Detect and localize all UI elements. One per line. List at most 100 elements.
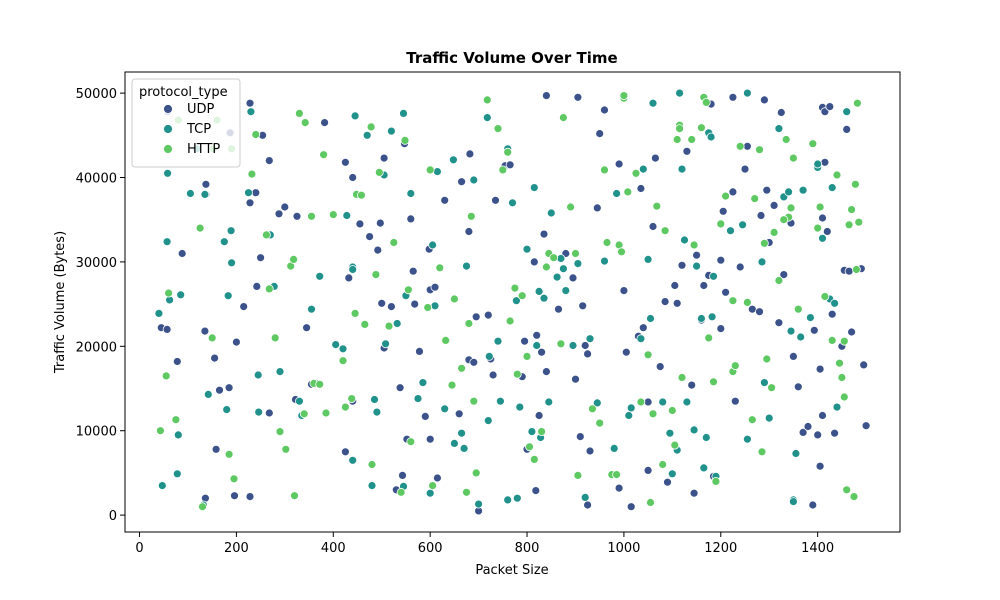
data-point-udp [592, 203, 602, 213]
data-point-udp [491, 195, 500, 205]
data-point-udp [776, 108, 786, 117]
data-point-udp [420, 411, 430, 421]
data-point-udp [809, 325, 819, 335]
data-point-http [261, 230, 271, 240]
data-point-udp [648, 222, 658, 231]
data-point-http [522, 351, 532, 361]
data-point-tcp [367, 481, 377, 491]
data-point-udp [215, 385, 224, 395]
data-point-http [709, 377, 718, 387]
data-point-udp [756, 211, 766, 220]
data-point-udp [818, 411, 827, 420]
data-point-udp [822, 227, 832, 236]
data-point-udp [177, 249, 187, 258]
data-point-http [505, 316, 515, 326]
data-point-http [350, 308, 360, 318]
data-point-http [643, 350, 653, 360]
data-point-http [721, 191, 730, 201]
data-point-tcp [449, 438, 459, 448]
data-point-udp [386, 302, 396, 312]
data-point-udp [454, 409, 464, 419]
data-point-tcp [459, 443, 469, 453]
data-point-udp [830, 428, 839, 438]
data-point-http [852, 265, 861, 274]
data-point-http [462, 487, 471, 497]
data-point-udp [340, 157, 350, 167]
data-point-udp [825, 102, 835, 111]
data-point-udp [747, 304, 757, 314]
data-point-tcp [307, 304, 316, 314]
data-point-udp [406, 214, 416, 224]
data-point-udp [692, 250, 701, 260]
data-point-http [839, 336, 849, 346]
data-point-tcp [482, 113, 492, 122]
data-point-http [464, 319, 474, 328]
data-point-tcp [275, 367, 285, 377]
legend-items: UDP TCP HTTP [163, 102, 220, 157]
data-point-http [716, 219, 726, 229]
data-point-udp [847, 327, 856, 337]
data-point-tcp [493, 336, 503, 346]
data-point-http [198, 502, 207, 512]
x-tick-label: 400 [321, 541, 346, 556]
data-point-http [839, 392, 849, 402]
data-point-udp [252, 281, 262, 291]
data-point-udp [230, 491, 239, 501]
data-point-udp [210, 353, 220, 363]
data-point-tcp [399, 109, 408, 118]
data-point-udp [571, 374, 580, 384]
data-point-http [689, 240, 699, 250]
data-point-http [844, 220, 854, 230]
data-point-tcp [760, 378, 769, 388]
legend-label-tcp: TCP [186, 122, 211, 137]
data-point-http [832, 170, 842, 180]
data-point-udp [264, 156, 274, 166]
data-point-tcp [219, 237, 229, 247]
data-point-tcp [806, 313, 815, 323]
data-point-tcp [413, 394, 423, 404]
data-point-tcp [386, 126, 396, 136]
data-point-http [229, 474, 239, 484]
points-layer [154, 88, 871, 516]
data-point-udp [842, 124, 852, 134]
data-point-http [755, 145, 764, 155]
data-point-http [367, 460, 377, 469]
data-point-tcp [580, 492, 590, 502]
data-point-tcp [701, 433, 711, 442]
data-point-http [769, 227, 779, 237]
legend-marker-http [163, 144, 173, 154]
y-axis: 0 10000 20000 30000 40000 50000 [76, 87, 125, 524]
data-point-udp [789, 351, 798, 361]
y-tick-label: 0 [109, 509, 117, 524]
data-point-http [319, 150, 329, 160]
data-point-http [340, 402, 350, 412]
data-point-tcp [791, 449, 801, 458]
data-point-http [447, 380, 457, 390]
data-point-http [482, 95, 492, 105]
data-point-http [384, 321, 394, 331]
x-tick-label: 600 [418, 541, 443, 556]
data-point-tcp [648, 98, 658, 108]
data-point-http [672, 135, 682, 144]
data-point-http [251, 130, 261, 139]
data-point-udp [626, 502, 636, 512]
data-point-http [396, 487, 406, 497]
data-point-tcp [484, 351, 494, 361]
data-point-http [247, 169, 257, 179]
data-point-udp [682, 146, 692, 156]
data-point-tcp [585, 334, 595, 344]
data-point-udp [813, 430, 823, 440]
data-point-udp [537, 347, 546, 357]
data-point-tcp [348, 455, 358, 465]
data-point-http [164, 288, 174, 298]
y-tick-label: 50000 [76, 87, 117, 102]
data-point-http [428, 481, 438, 491]
data-point-http [675, 124, 684, 134]
data-point-tcp [784, 187, 793, 197]
data-point-http [646, 498, 655, 507]
data-point-tcp [425, 488, 435, 498]
data-point-tcp [658, 397, 668, 407]
data-point-tcp [689, 425, 699, 435]
data-point-udp [595, 129, 605, 139]
data-point-udp [430, 282, 440, 292]
